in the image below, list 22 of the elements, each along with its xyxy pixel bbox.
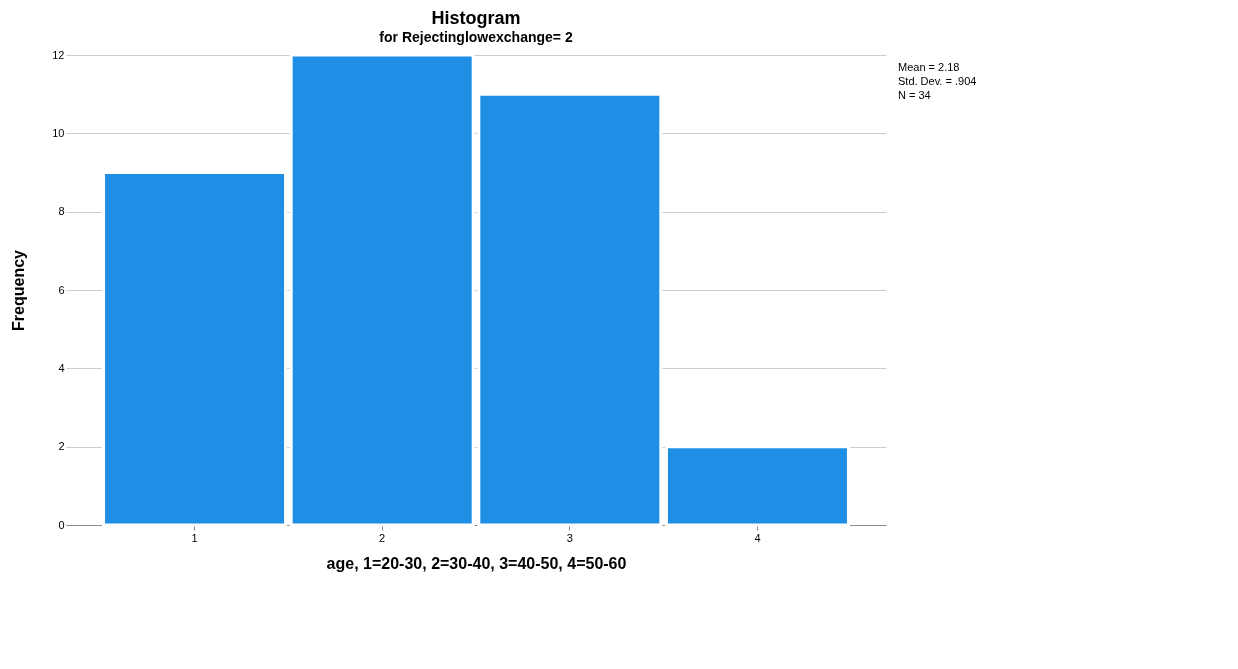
y-tick-label: 0 <box>58 518 65 531</box>
chart-subtitle: for Rejectinglowexchange= 2 <box>379 29 573 45</box>
x-tick-label: 2 <box>379 531 386 544</box>
y-tick-label: 4 <box>58 361 65 374</box>
bar <box>289 53 475 527</box>
x-axis-title: age, 1=20-30, 2=30-40, 3=40-50, 4=50-60 <box>326 554 627 572</box>
text: N = 34 <box>898 89 931 101</box>
y-tick-label: 2 <box>58 440 65 453</box>
x-tick-label: 4 <box>754 531 761 544</box>
y-axis-title: Frequency <box>10 249 28 331</box>
text: Std. Dev. = .904 <box>898 75 977 87</box>
y-tick-label: 10 <box>52 126 65 139</box>
bar <box>477 92 663 527</box>
y-tick-label: 12 <box>52 48 65 61</box>
bar <box>102 171 288 527</box>
chart-title: Histogram <box>431 8 521 28</box>
bar <box>664 445 850 527</box>
x-tick-label: 3 <box>566 531 573 544</box>
text: Mean = 2.18 <box>898 61 960 73</box>
y-tick-label: 6 <box>58 283 65 296</box>
y-tick-label: 8 <box>58 205 65 218</box>
x-tick-label: 1 <box>191 531 198 544</box>
